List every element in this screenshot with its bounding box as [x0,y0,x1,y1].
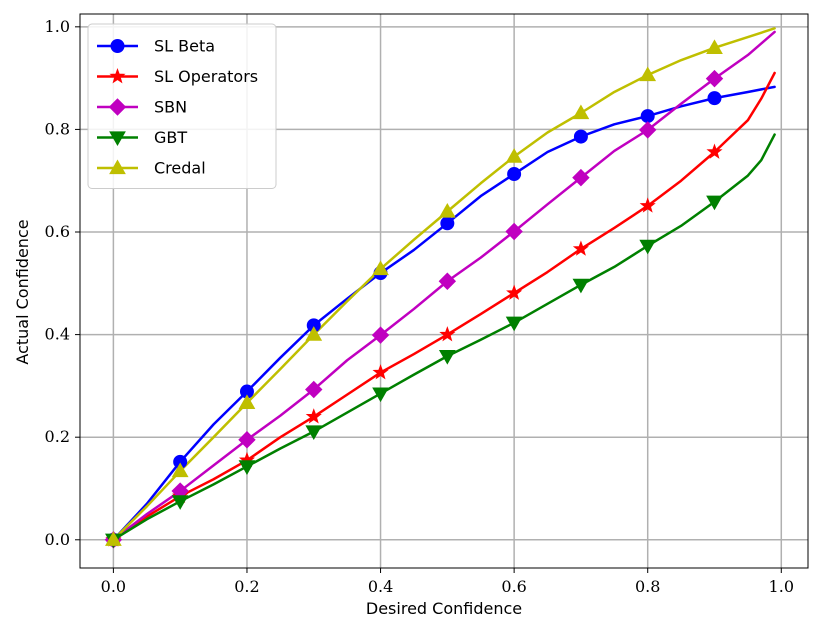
legend-marker-gbt [109,131,126,147]
y-tick-label: 0.2 [45,427,70,446]
y-tick-label: 0.0 [45,530,70,549]
data-point-gbt [305,425,323,441]
x-tick-label: 0.6 [501,577,526,596]
x-tick-label: 0.4 [368,577,393,596]
data-point-credal [238,394,256,409]
data-point-sl-beta [507,167,522,182]
data-point-sl-operators [305,408,322,424]
data-point-sl-operators [372,364,389,380]
data-point-gbt [572,278,590,294]
data-point-sbn [705,69,724,88]
data-point-sl-beta [440,216,455,231]
legend-marker-sl-beta [110,39,125,53]
data-point-gbt [505,316,523,332]
x-tick-label: 0.0 [101,577,126,596]
legend-marker-sl-operators [109,68,126,84]
y-tick-label: 0.8 [45,119,70,138]
x-tick-label: 0.2 [234,577,259,596]
legend-marker-credal [109,159,126,175]
legend-label-credal: Credal [154,159,206,178]
legend-label-gbt: GBT [154,128,187,147]
data-point-sbn [238,431,256,449]
data-point-sl-operators [572,240,589,256]
y-tick-label: 0.6 [45,222,70,241]
data-point-gbt [706,195,723,211]
tick-labels: 0.0 0.2 0.4 0.6 0.8 1.0 0.0 0.2 0.4 0.6 0.8 1.0 [45,17,794,596]
x-tick-label: 1.0 [769,577,794,596]
legend-label-sl-operators: SL Operators [154,67,258,86]
data-point-sl-operators [506,284,523,300]
data-point-sbn [572,168,590,187]
x-tick-label: 0.8 [635,577,660,596]
data-point-sl-operators [639,197,656,213]
legend-marker-sbn [108,98,127,116]
data-point-credal [438,202,456,218]
data-point-sl-beta [640,109,655,124]
data-point-credal [372,260,389,276]
data-point-sbn [638,121,657,139]
data-point-credal [639,66,657,82]
data-point-credal [305,326,323,341]
series-line-gbt [112,133,776,542]
data-point-sbn [438,272,457,290]
data-point-sbn [305,380,323,399]
data-point-gbt [171,495,189,510]
y-tick-label: 1.0 [45,17,70,36]
data-point-gbt [372,387,389,403]
series-markers [104,39,724,549]
y-axis-title: Actual Confidence [13,219,32,364]
plot-frame [79,13,809,569]
data-point-gbt [238,460,256,475]
data-point-sl-beta [707,91,722,106]
data-point-sbn [505,222,523,241]
data-point-credal [706,39,723,54]
data-point-credal [171,462,189,478]
y-tick-label: 0.4 [45,325,70,344]
data-point-gbt [438,350,456,365]
data-point-sl-operators [706,143,723,159]
x-axis-title: Desired Confidence [366,599,522,618]
legend: SL Beta SL Operators SBN GBT Credal [87,23,277,189]
data-point-sbn [371,326,390,344]
series-line-sl-operators [112,71,776,542]
axis-ticks [75,26,782,573]
legend-box [87,23,277,189]
data-point-credal [505,148,523,163]
data-point-credal [105,531,122,546]
data-point-sl-beta [573,129,588,144]
legend-label-sl-beta: SL Beta [154,37,215,56]
legend-label-sbn: SBN [154,98,187,117]
data-point-credal [572,104,590,120]
data-point-gbt [639,239,657,255]
data-point-sl-operators [439,326,456,342]
